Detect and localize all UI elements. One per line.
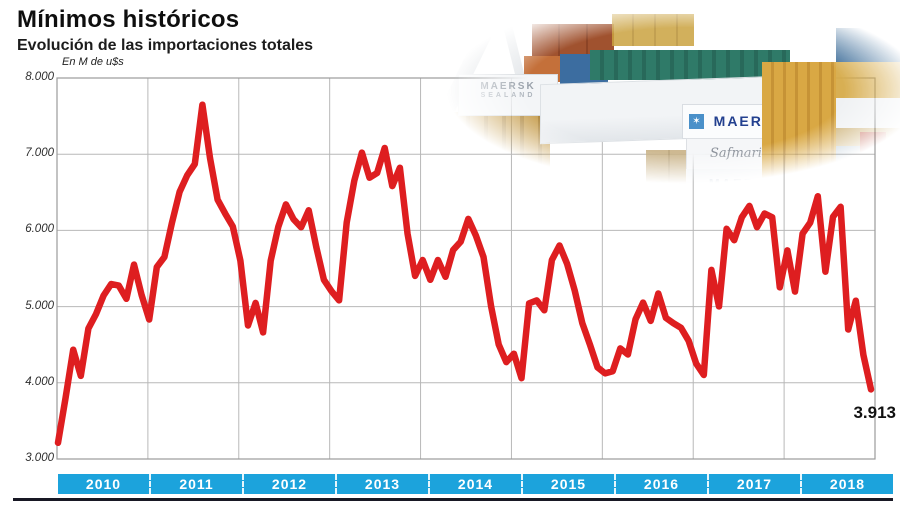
- year-label-2012: 2012: [242, 474, 335, 494]
- imports-polyline: [54, 101, 875, 447]
- year-label-2016: 2016: [614, 474, 707, 494]
- container-block: [434, 112, 550, 200]
- y-tick-7.000: 7.000: [25, 147, 54, 160]
- year-label-2017: 2017: [707, 474, 800, 494]
- y-tick-8.000: 8.000: [25, 71, 54, 83]
- y-tick-6.000: 6.000: [25, 223, 54, 236]
- year-label-2010: 2010: [85, 476, 122, 492]
- axis-unit-label: En M de u$s: [62, 56, 124, 68]
- container-block: [836, 98, 900, 128]
- containers-photo: MAERSK SEALAND ✶ MAERSK Safmarine MAERSK: [432, 0, 900, 200]
- y-tick-3.000: 3.000: [25, 452, 54, 464]
- container-block: [836, 62, 900, 98]
- last-value-label: 3.913: [853, 403, 896, 422]
- page-title: Mínimos históricos: [17, 6, 240, 33]
- container-block: [762, 62, 836, 200]
- year-label-2015: 2015: [521, 474, 614, 494]
- y-tick-4.000: 4.000: [25, 375, 54, 388]
- container-block: [590, 50, 790, 80]
- maersk-sealand-label: MAERSK: [480, 81, 536, 92]
- page-subtitle: Evolución de las importaciones totales: [17, 37, 314, 54]
- y-tick-5.000: 5.000: [25, 299, 54, 312]
- container-block: [612, 14, 694, 46]
- maersk-sealand-sublabel: SEALAND: [480, 92, 536, 99]
- bottom-rule: [13, 498, 893, 501]
- maersk-star-logo: ✶: [689, 114, 704, 129]
- year-axis: 2010 2011 2012 2013 2014 2015 2016 2017 2018: [58, 474, 893, 494]
- year-label-2018: 2018: [800, 474, 893, 494]
- year-label-2014: 2014: [428, 474, 521, 494]
- container-handler: [860, 132, 886, 194]
- container-block: [836, 28, 900, 62]
- year-label-2011: 2011: [149, 474, 242, 494]
- year-label-2013: 2013: [335, 474, 428, 494]
